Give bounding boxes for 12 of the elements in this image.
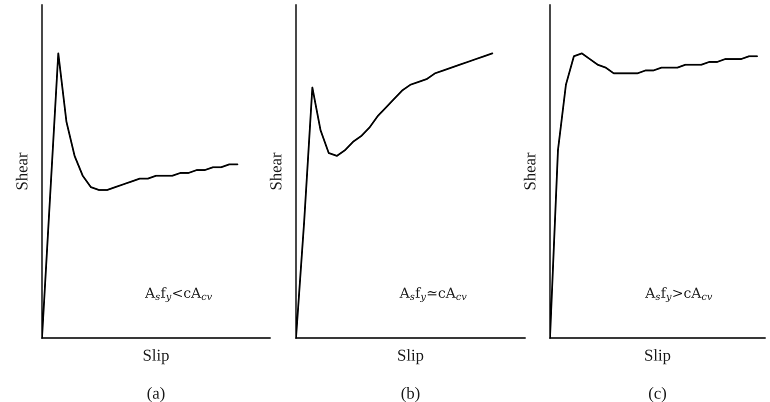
text: (b) <box>402 387 420 402</box>
x-axis-title: Slip <box>398 349 424 364</box>
annotation: A$_{s}$f$_{y}$>cA$_{cv}$ <box>645 287 712 302</box>
x-axis-title: Slip <box>645 349 670 364</box>
text: (c) <box>648 387 666 402</box>
annotation: A$_{s}$f$_{y}$<cA$_{cv}$ <box>144 287 212 302</box>
y-axis-title: Shear <box>524 152 536 190</box>
y-axis-title: Shear <box>270 152 282 190</box>
annotation: A$_{s}$f$_{y}$≃cA$_{cv}$ <box>400 287 467 302</box>
text: (a) <box>147 387 165 402</box>
y-axis-title: Shear <box>16 152 28 190</box>
x-axis-title: Slip <box>144 349 169 364</box>
